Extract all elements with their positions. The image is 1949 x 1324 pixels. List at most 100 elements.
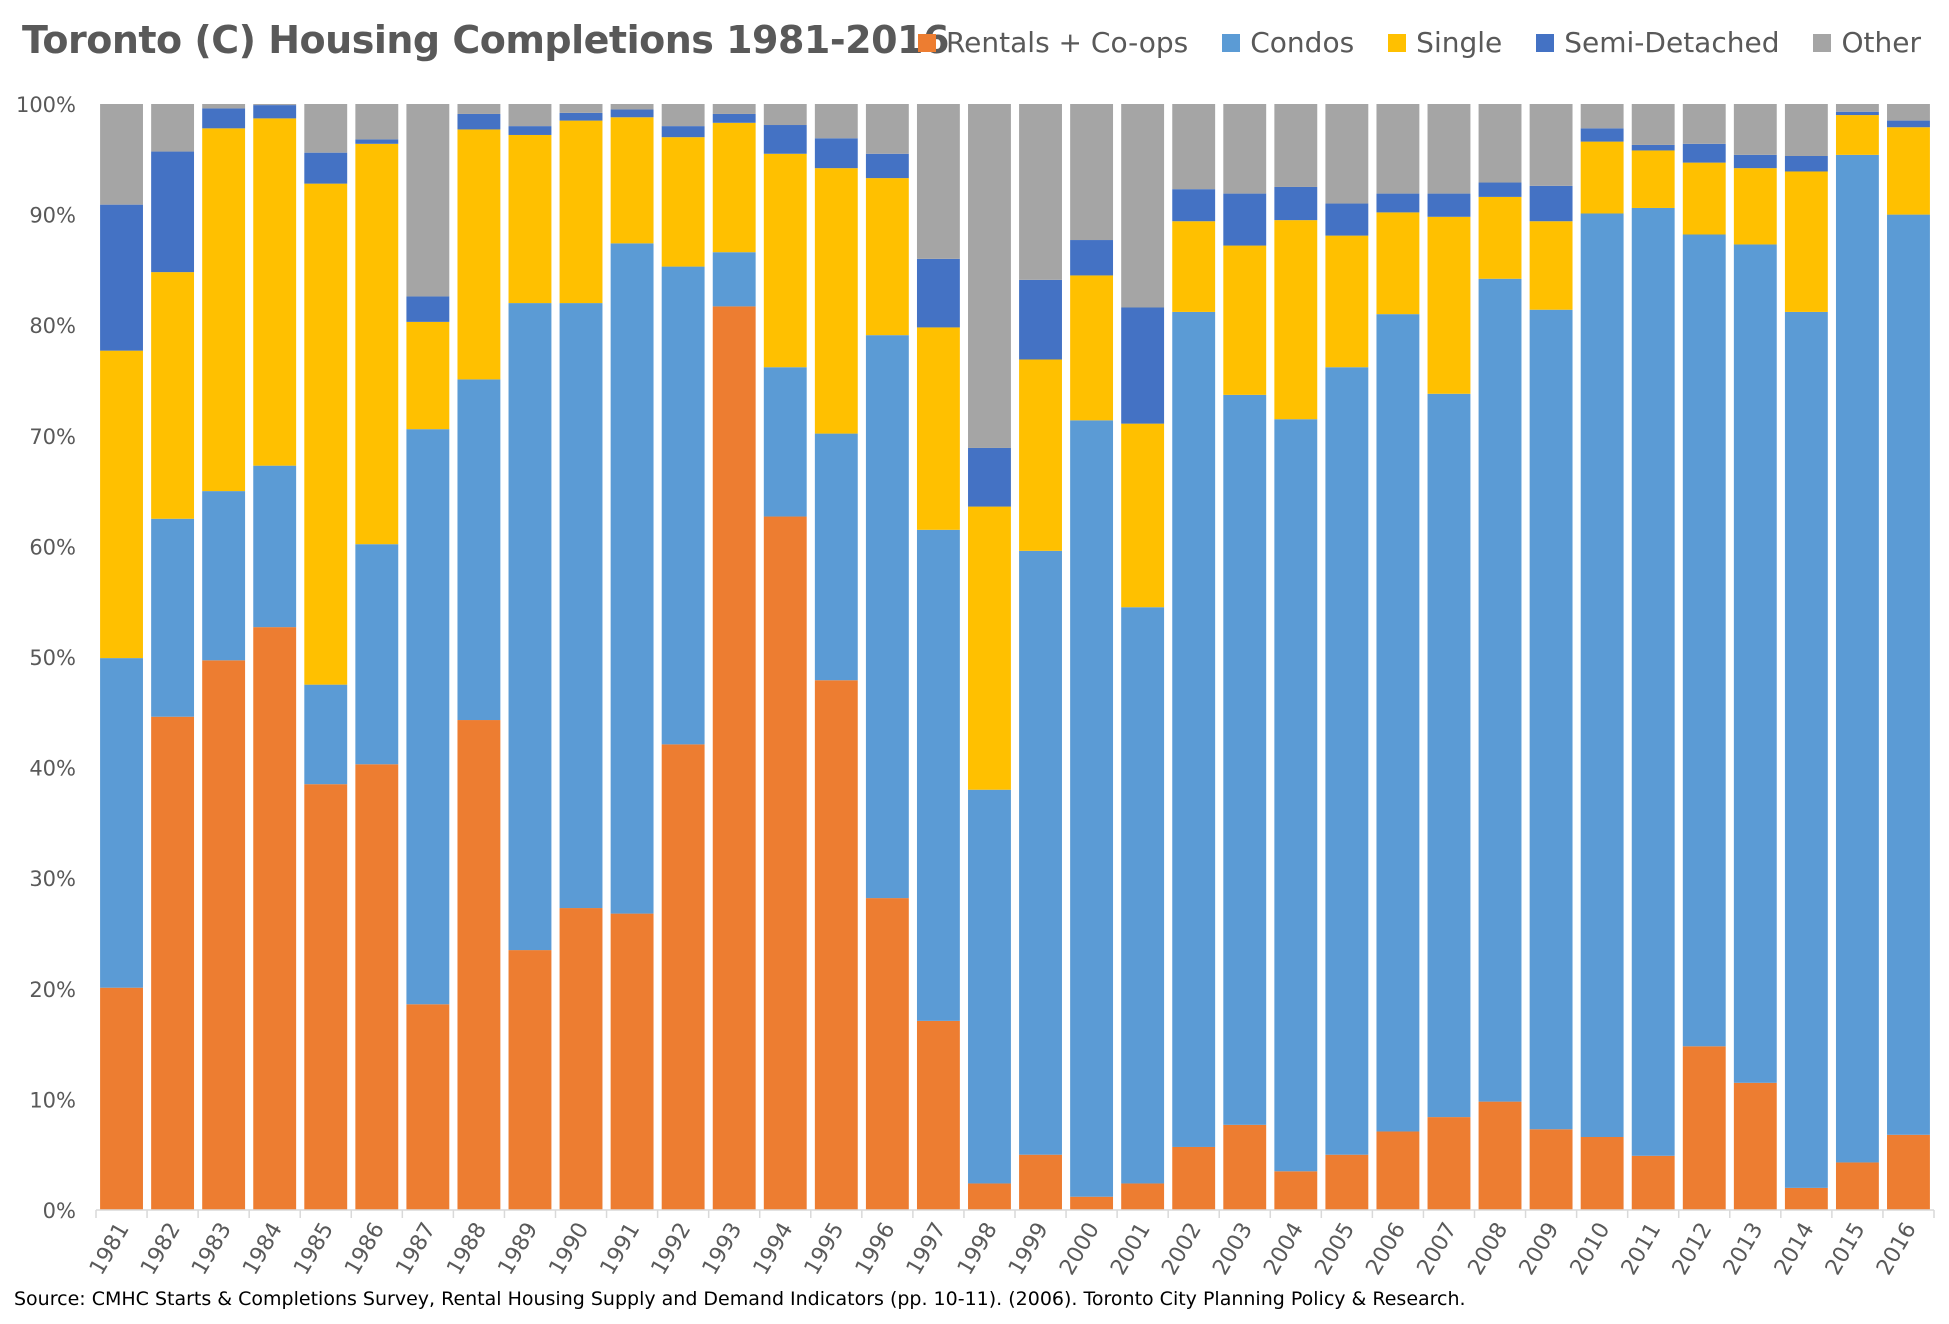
bar-segment <box>1580 213 1624 1138</box>
bar-segment <box>1019 104 1062 280</box>
bar-segment <box>865 335 909 899</box>
bar-segment <box>814 168 858 434</box>
bar-segment <box>304 183 348 685</box>
bar-segment <box>1529 221 1573 310</box>
bar-segment <box>916 1020 960 1210</box>
legend-swatch-other <box>1813 33 1832 52</box>
bar-segment <box>610 243 654 914</box>
bar-segment <box>865 898 909 1210</box>
bar-segment <box>457 129 501 380</box>
y-tick-label: 0% <box>43 1199 76 1223</box>
bar-segment <box>712 104 756 114</box>
chart-title: Toronto (C) Housing Completions 1981-201… <box>22 18 949 62</box>
legend-swatch-rentals <box>917 33 936 52</box>
bar-segment <box>1427 104 1471 194</box>
bar-segment <box>1733 244 1777 1083</box>
bar-segment <box>1376 1131 1420 1210</box>
bar-segment <box>100 204 143 351</box>
bar-segment <box>865 104 909 154</box>
x-tick-label: 1983 <box>187 1219 237 1280</box>
bar-segment <box>1478 196 1522 279</box>
bar-segment <box>202 660 246 1210</box>
bar-segment <box>1835 1162 1879 1210</box>
legend-label-semi-detached: Semi-Detached <box>1564 26 1780 59</box>
bar-segment <box>1070 240 1114 276</box>
bar-segment <box>1580 141 1624 214</box>
bar-segment <box>1887 104 1930 121</box>
bar-segment <box>1070 275 1114 421</box>
bar-segment <box>1223 1124 1267 1210</box>
bar-segment <box>1682 143 1726 163</box>
bar-segment <box>1887 120 1930 128</box>
bar-segment <box>1631 150 1675 208</box>
x-tick-label: 1981 <box>85 1219 135 1280</box>
legend-label-other: Other <box>1841 26 1921 59</box>
bar-segment <box>712 122 756 253</box>
bar-segment <box>661 137 705 267</box>
bar-segment <box>763 125 807 154</box>
bar-segment <box>1070 1196 1114 1210</box>
bar-segment <box>712 306 756 1210</box>
bar-segment <box>1835 115 1879 155</box>
bar-segment <box>865 178 909 336</box>
x-tick-label: 2001 <box>1106 1219 1156 1280</box>
bar-segment <box>355 143 399 545</box>
bar-segment <box>1070 420 1114 1197</box>
bar-segment <box>1784 104 1828 156</box>
bar-segment <box>1682 234 1726 1047</box>
bar-segment <box>355 139 399 144</box>
bar-segment <box>1784 171 1828 312</box>
y-tick-label: 50% <box>29 646 76 670</box>
bar-segment <box>508 950 552 1210</box>
bar-segment <box>1478 1101 1522 1210</box>
bar-segment <box>406 104 450 297</box>
bar-segment <box>661 126 705 138</box>
bar-segment <box>1325 235 1369 368</box>
legend-item-condos: Condos <box>1222 26 1354 59</box>
bar-segment <box>151 272 195 519</box>
bar-segment <box>151 716 195 1210</box>
bar-segment <box>100 104 143 205</box>
bar-segment <box>1325 104 1369 204</box>
x-tick-label: 2014 <box>1770 1219 1820 1280</box>
bar-segment <box>916 104 960 259</box>
bar-segment <box>763 516 807 1210</box>
bar-segment <box>1121 1183 1165 1210</box>
bar-segment <box>406 1004 450 1210</box>
bar-segment <box>814 104 858 139</box>
bar-segment <box>508 126 552 135</box>
bar-segment <box>1172 221 1216 312</box>
bar-segment <box>1529 185 1573 222</box>
bar-segment <box>610 109 654 118</box>
bar-segment <box>253 465 297 628</box>
bar-segment <box>1274 220 1318 420</box>
bar-segment <box>1274 186 1318 221</box>
y-tick-label: 20% <box>29 978 76 1002</box>
bar-segment <box>406 429 450 1005</box>
bar-segment <box>253 627 297 1210</box>
bar-segment <box>1682 104 1726 144</box>
x-tick-label: 2005 <box>1310 1219 1360 1280</box>
bar-segment <box>968 789 1011 1184</box>
bar-segment <box>1274 1171 1318 1210</box>
bar-segment <box>1172 311 1216 1147</box>
bar-segment <box>1733 154 1777 169</box>
bar-segment <box>457 104 501 114</box>
bar-segment <box>1784 1187 1828 1210</box>
bar-segment <box>814 680 858 1210</box>
legend-item-other: Other <box>1813 26 1921 59</box>
bar-segment <box>355 764 399 1210</box>
x-tick-label: 1996 <box>851 1219 901 1280</box>
bar-segment <box>1427 1117 1471 1210</box>
bar-segment <box>559 104 603 113</box>
bar-segment <box>610 104 654 110</box>
bar-segment <box>1274 104 1318 187</box>
bar-segment <box>1121 307 1165 424</box>
bar-segment <box>508 134 552 304</box>
bar-segment <box>1019 279 1062 360</box>
legend-swatch-single <box>1388 33 1407 52</box>
bar-segment <box>1529 1129 1573 1210</box>
bar-segment <box>100 658 143 988</box>
bar-segment <box>1478 104 1522 183</box>
bar-segment <box>814 433 858 681</box>
